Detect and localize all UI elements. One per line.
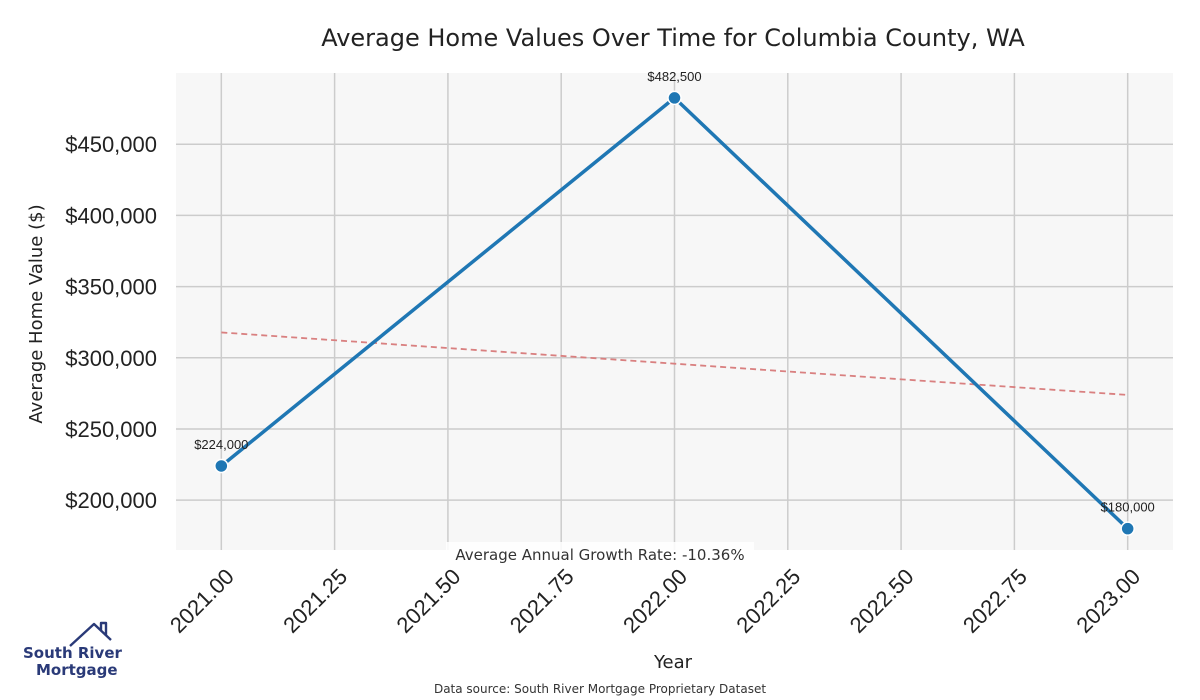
y-tick-label: $400,000	[65, 203, 157, 228]
x-tick-label: 2022.25	[731, 564, 805, 638]
growth-rate-annotation: Average Annual Growth Rate: -10.36%	[455, 546, 744, 564]
data-point	[1120, 521, 1135, 536]
x-tick-label: 2021.75	[505, 564, 579, 638]
data-labels: $224,000 $482,500 $180,000	[194, 69, 1155, 515]
data-label: $482,500	[647, 69, 701, 84]
data-source-note: Data source: South River Mortgage Propri…	[434, 682, 766, 696]
series-group	[214, 90, 1135, 536]
x-tick-label: 2021.00	[165, 564, 239, 638]
logo: South River Mortgage	[23, 621, 123, 679]
annotation-box	[446, 542, 754, 566]
y-tick-label: $250,000	[65, 417, 157, 442]
x-tick-label: 2021.25	[278, 564, 352, 638]
x-tick-labels: 2021.00 2021.25 2021.50 2021.75 2022.00 2022.…	[165, 564, 1145, 638]
x-axis-label: Year	[653, 652, 693, 673]
data-label: $180,000	[1101, 500, 1155, 515]
y-tick-label: $200,000	[65, 488, 157, 513]
x-tick-label: 2022.50	[845, 564, 919, 638]
y-tick-label: $450,000	[65, 132, 157, 157]
logo-line2: Mortgage	[36, 661, 118, 679]
y-tick-label: $300,000	[65, 346, 157, 371]
data-point	[667, 90, 682, 106]
y-axis-label: Average Home Value ($)	[26, 204, 47, 423]
data-point	[214, 458, 229, 474]
chart-title: Average Home Values Over Time for Columb…	[321, 24, 1025, 52]
y-tick-labels: $200,000 $250,000 $300,000 $350,000 $400,000…	[65, 132, 157, 513]
x-tick-label: 2023.00	[1071, 564, 1145, 638]
logo-line1: South River	[23, 644, 123, 662]
x-tick-label: 2022.75	[958, 564, 1032, 638]
y-tick-label: $350,000	[65, 275, 157, 300]
x-tick-label: 2022.00	[618, 564, 692, 638]
house-roof-icon	[69, 621, 112, 647]
data-label: $224,000	[194, 437, 248, 452]
x-tick-label: 2021.50	[392, 564, 466, 638]
